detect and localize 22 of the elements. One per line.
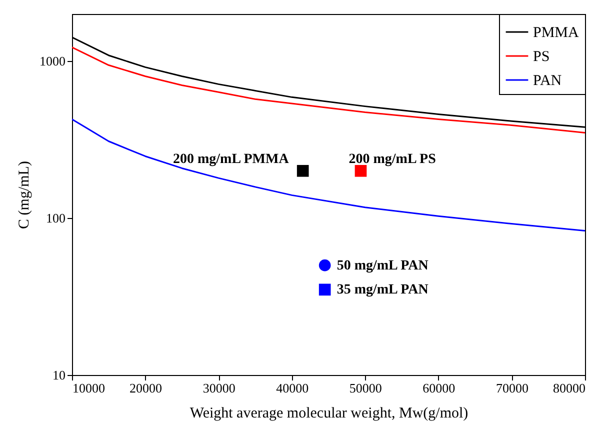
y-tick-label: 10 <box>52 368 66 382</box>
line-series <box>72 46 585 134</box>
legend-label: PS <box>533 49 550 65</box>
x-tick-label: 10000 <box>72 380 105 396</box>
x-tick-label: 20000 <box>130 380 162 396</box>
x-tick-label: 30000 <box>202 380 236 396</box>
legend-label: PMMA <box>533 25 580 41</box>
line-series <box>72 118 585 232</box>
legend-label: PAN <box>533 73 562 89</box>
x-tick-label: 70000 <box>496 380 528 396</box>
x-tick-label: 60000 <box>422 380 456 396</box>
y-tick-label: 100 <box>46 210 66 226</box>
x-tick-label: 50000 <box>349 380 382 396</box>
x-axis-title: Weight average molecular weight, Mw(g/mol) <box>190 406 468 422</box>
x-tick-label: 80000 <box>553 380 586 396</box>
annotation: 35 mg/mL PAN <box>336 282 428 298</box>
annotation: 50 mg/mL PAN <box>336 258 428 274</box>
y-axis-title: C (mg/mL) <box>16 161 32 229</box>
annotation: 200 mg/mL PMMA <box>172 152 290 167</box>
y-tick-label: 1000 <box>40 54 66 69</box>
x-tick-label: 40000 <box>276 380 309 396</box>
annotation: 200 mg/mL PS <box>348 152 436 167</box>
